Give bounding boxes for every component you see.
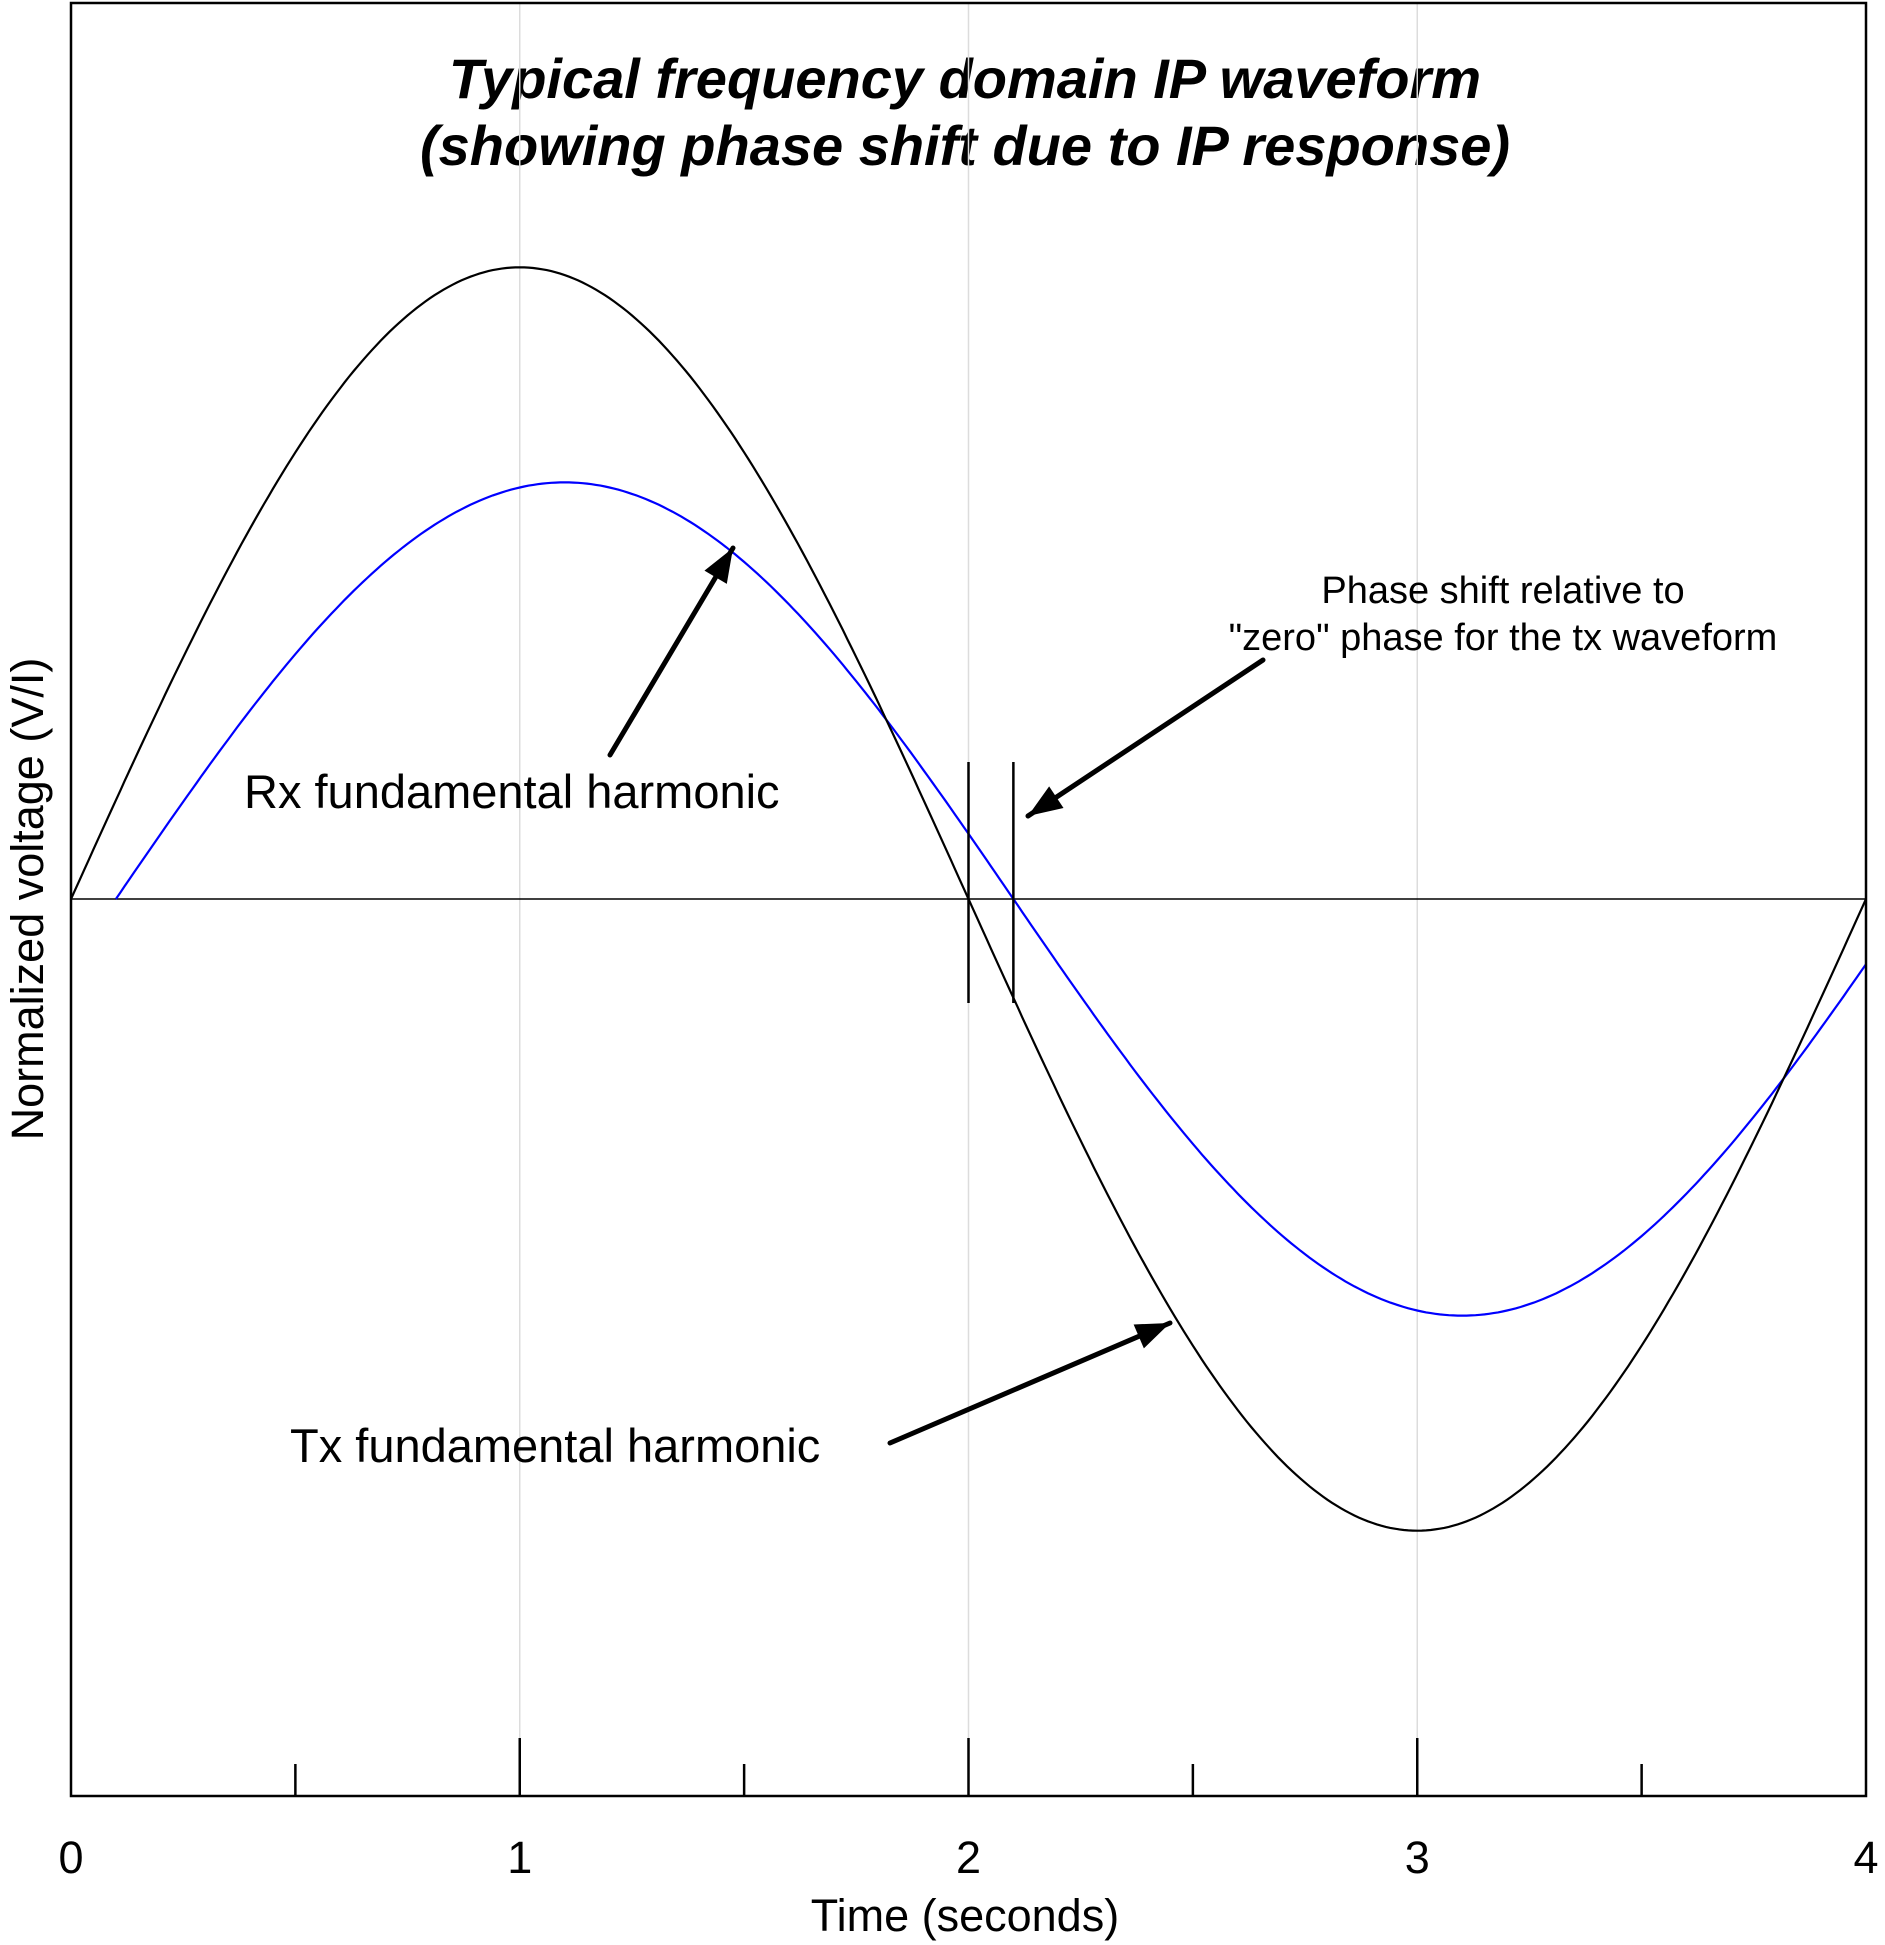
x-axis-tick-labels: 0 1 2 3 4 xyxy=(58,1832,1878,1883)
x-tick-label: 2 xyxy=(956,1832,981,1883)
x-axis-ticks xyxy=(294,1738,1643,1796)
rx-arrow-head xyxy=(704,548,733,584)
tx-arrow-head xyxy=(1133,1323,1170,1349)
phase-shift-markers xyxy=(967,762,1015,1003)
x-tick-label: 4 xyxy=(1853,1832,1878,1883)
rx-arrow-shaft xyxy=(607,545,736,758)
rx-series-line xyxy=(114,481,1867,1317)
y-axis-label: Normalized voltage (V/I) xyxy=(2,658,53,1141)
tx-arrow-shaft xyxy=(887,1320,1173,1446)
phase-annotation-line-1: Phase shift relative to xyxy=(1321,570,1684,612)
rx-annotation-label: Rx fundamental harmonic xyxy=(244,765,780,818)
tx-annotation-label: Tx fundamental harmonic xyxy=(290,1419,820,1472)
phase-arrow-shaft xyxy=(1025,657,1266,819)
x-tick-label: 0 xyxy=(58,1832,83,1883)
phase-arrow-head xyxy=(1028,786,1064,816)
x-tick-label: 3 xyxy=(1405,1832,1430,1883)
chart-title-line-2: (showing phase shift due to IP response) xyxy=(420,114,1510,177)
phase-annotation-line-2: "zero" phase for the tx waveform xyxy=(1229,617,1778,659)
x-tick-label: 1 xyxy=(507,1832,532,1883)
x-axis-label: Time (seconds) xyxy=(811,1890,1119,1941)
annotation-arrows xyxy=(607,545,1266,1446)
chart-title-line-1: Typical frequency domain IP waveform xyxy=(449,47,1481,110)
